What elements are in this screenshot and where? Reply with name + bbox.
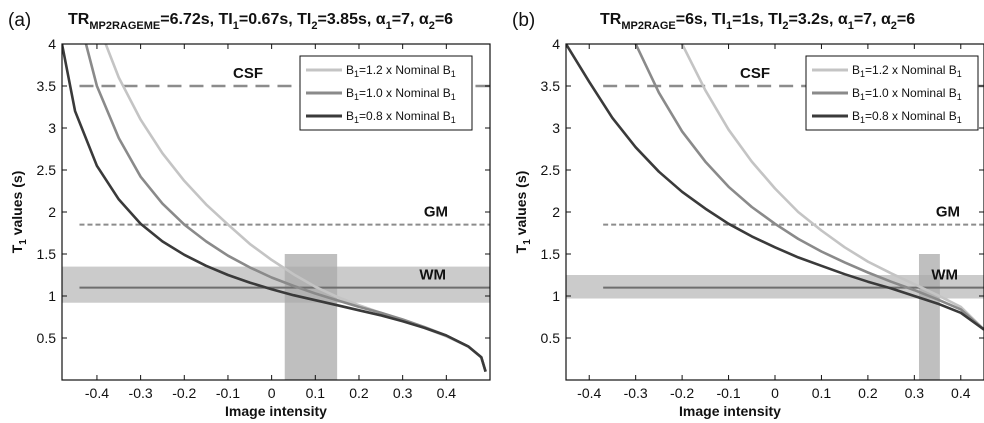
x-tick-label: 0.4 bbox=[951, 385, 971, 401]
x-axis-label: Image intensity bbox=[225, 403, 327, 419]
legend-label: B1=1.0 x Nominal B1 bbox=[852, 86, 962, 102]
y-axis-label: T1 values (s) bbox=[9, 171, 29, 254]
series-line-b1-1-0 bbox=[634, 44, 984, 331]
legend: B1=1.2 x Nominal B1 B1=1.0 x Nominal B1 B1… bbox=[805, 55, 979, 131]
legend-label: B1=0.8 x Nominal B1 bbox=[346, 109, 456, 125]
legend-label: B1=1.0 x Nominal B1 bbox=[346, 86, 456, 102]
x-tick-label: -0.1 bbox=[716, 385, 740, 401]
y-tick-label: 0.5 bbox=[37, 330, 57, 346]
series-line-b1-0-8 bbox=[62, 44, 487, 372]
x-tick-label: -0.3 bbox=[129, 385, 153, 401]
x-tick-label: 0.3 bbox=[905, 385, 925, 401]
y-tick-label: 2 bbox=[48, 204, 56, 220]
x-tick-label: -0.1 bbox=[216, 385, 240, 401]
y-tick-label: 1.5 bbox=[37, 246, 57, 262]
chart-panel-b: CSF GM WM -0.4 -0.3 -0.2 -0.1 0 0.1 0.2 0.3 0.4 0.5 1… bbox=[512, 10, 984, 419]
x-tick-label: -0.2 bbox=[172, 385, 196, 401]
x-tick-label: 0.1 bbox=[306, 385, 326, 401]
x-tick-label: 0.4 bbox=[437, 385, 457, 401]
series-line-b1-1-2 bbox=[680, 44, 984, 331]
y-tick-label: 3 bbox=[552, 120, 560, 136]
legend: B1=1.2 x Nominal B1 B1=1.0 x Nominal B1 B1… bbox=[299, 55, 473, 131]
y-tick-label: 4 bbox=[48, 36, 56, 52]
tissue-label-wm: WM bbox=[419, 267, 446, 284]
x-tick-label: -0.3 bbox=[624, 385, 648, 401]
chart-panel-a: CSF GM WM -0.4 -0.3 -0.2 -0.1 0 0.1 0.2 0.3 0.4 0.5 1… bbox=[8, 10, 491, 419]
shaded-band-horizontal bbox=[62, 266, 490, 303]
x-tick-label: -0.4 bbox=[577, 385, 601, 401]
x-tick-label: -0.2 bbox=[670, 385, 694, 401]
x-tick-label: 0.3 bbox=[393, 385, 413, 401]
tissue-label-csf: CSF bbox=[233, 65, 263, 82]
tissue-label-csf: CSF bbox=[740, 65, 770, 82]
x-tick-label: 0 bbox=[268, 385, 276, 401]
tissue-label-wm: WM bbox=[931, 267, 958, 284]
panel-letter: (a) bbox=[8, 10, 31, 31]
x-axis-label: Image intensity bbox=[679, 403, 781, 419]
x-tick-label: 0 bbox=[771, 385, 779, 401]
x-tick-label: 0.2 bbox=[858, 385, 878, 401]
legend-label: B1=0.8 x Nominal B1 bbox=[852, 109, 962, 125]
series-line-b1-0-8 bbox=[566, 44, 984, 331]
y-axis-label: T1 values (s) bbox=[513, 171, 533, 254]
chart-title: TRMP2RAGEME=6.72s, TI1=0.67s, TI2=3.85s,… bbox=[68, 11, 453, 32]
y-tick-label: 1 bbox=[552, 288, 560, 304]
y-tick-label: 1.5 bbox=[541, 246, 561, 262]
x-tick-label: 0.2 bbox=[349, 385, 369, 401]
y-tick-label: 1 bbox=[48, 288, 56, 304]
chart-title: TRMP2RAGE=6s, TI1=1s, TI2=3.2s, α1=7, α2… bbox=[600, 11, 915, 32]
y-tick-label: 0.5 bbox=[541, 330, 561, 346]
y-tick-label: 3 bbox=[48, 120, 56, 136]
shaded-band-vertical bbox=[918, 254, 940, 380]
x-tick-label: -0.4 bbox=[85, 385, 109, 401]
y-tick-label: 3.5 bbox=[541, 78, 561, 94]
panel-letter: (b) bbox=[512, 10, 535, 31]
y-tick-label: 2 bbox=[552, 204, 560, 220]
y-tick-label: 2.5 bbox=[541, 162, 561, 178]
x-tick-label: 0.1 bbox=[812, 385, 832, 401]
y-tick-label: 4 bbox=[552, 36, 560, 52]
legend-label: B1=1.2 x Nominal B1 bbox=[852, 63, 962, 79]
tissue-label-gm: GM bbox=[424, 204, 448, 221]
legend-label: B1=1.2 x Nominal B1 bbox=[346, 63, 456, 79]
tissue-label-gm: GM bbox=[936, 204, 960, 221]
y-tick-label: 3.5 bbox=[37, 78, 57, 94]
y-tick-label: 2.5 bbox=[37, 162, 57, 178]
